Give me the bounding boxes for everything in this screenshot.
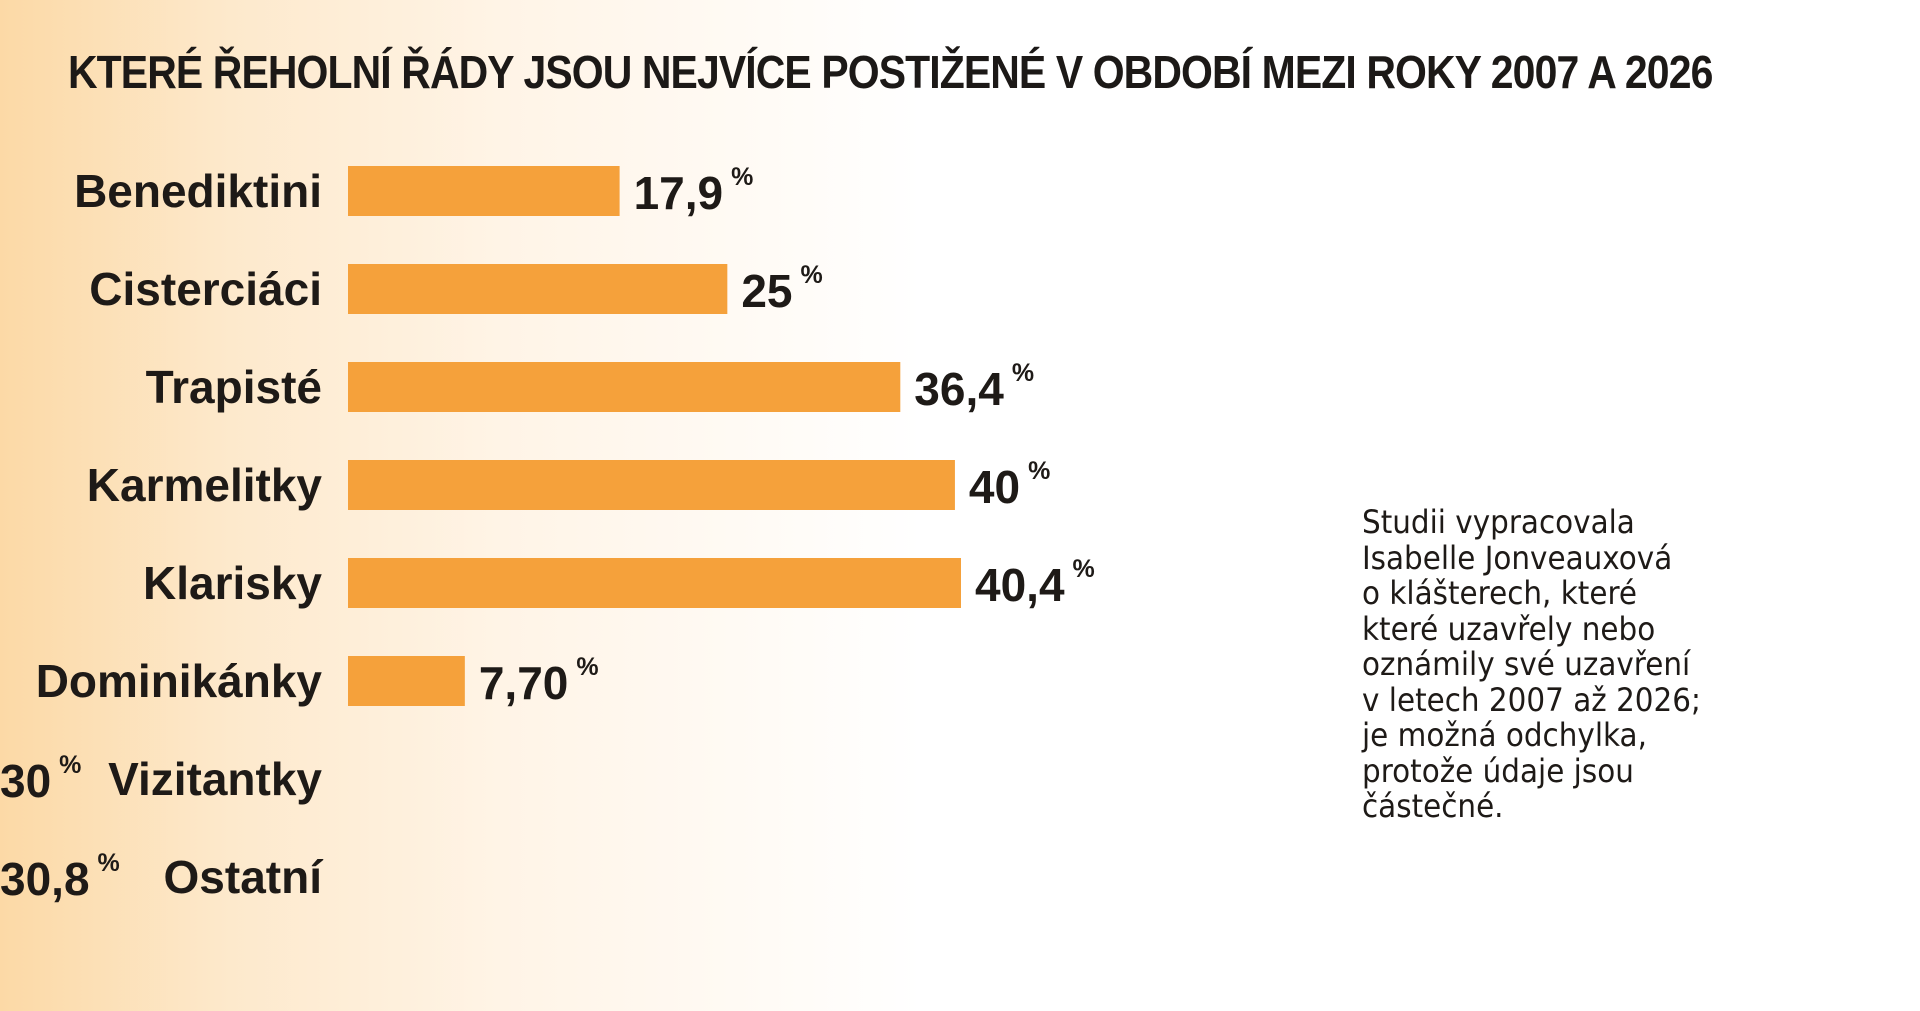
percent-sign: % — [576, 653, 598, 681]
category-label-ostatni: Ostatní — [164, 851, 325, 903]
category-label-karmelitky: Karmelitky — [87, 459, 323, 511]
category-label-benediktini: Benediktini — [74, 165, 322, 217]
chart-title: KTERÉ ŘEHOLNÍ ŘÁDY JSOU NEJVÍCE POSTIŽEN… — [68, 46, 1713, 98]
value-number: 40,4 — [975, 559, 1065, 611]
value-label-cisterciaci: 25% — [741, 261, 822, 317]
percent-sign: % — [1028, 457, 1050, 485]
footnote: Studii vypracovala Isabelle Jonveauxová … — [1362, 503, 1701, 825]
value-number: 36,4 — [914, 363, 1004, 415]
bar-karmelitky — [348, 460, 955, 510]
value-label-benediktini: 17,9% — [634, 163, 754, 219]
bar-cisterciaci — [348, 264, 728, 314]
percent-sign: % — [801, 261, 823, 289]
value-label-klarisky: 40,4% — [975, 555, 1095, 611]
bar-dominikanky — [348, 656, 465, 706]
percent-sign: % — [59, 751, 81, 779]
value-number: 25 — [741, 265, 792, 317]
category-label-dominikanky: Dominikánky — [36, 655, 323, 707]
bar-benediktini — [348, 166, 620, 216]
value-number: 7,70 — [479, 657, 569, 709]
bar-trapiste — [348, 362, 901, 412]
value-label-ostatni: 30,8% — [0, 849, 120, 905]
percent-sign: % — [1073, 555, 1095, 583]
percent-sign: % — [98, 849, 120, 877]
percent-sign: % — [1012, 359, 1034, 387]
category-label-vizitantky: Vizitantky — [108, 753, 322, 805]
value-label-karmelitky: 40% — [969, 457, 1050, 513]
value-label-trapiste: 36,4% — [914, 359, 1034, 415]
value-label-vizitantky: 30% — [0, 751, 81, 807]
bar-klarisky — [348, 558, 961, 608]
percent-sign: % — [731, 163, 753, 191]
value-number: 30,8 — [0, 853, 90, 905]
category-label-klarisky: Klarisky — [143, 557, 322, 609]
value-number: 30 — [0, 755, 51, 807]
value-number: 17,9 — [634, 167, 724, 219]
category-label-cisterciaci: Cisterciáci — [89, 263, 322, 315]
value-label-dominikanky: 7,70% — [479, 653, 599, 709]
category-label-trapiste: Trapisté — [146, 361, 322, 413]
value-number: 40 — [969, 461, 1020, 513]
